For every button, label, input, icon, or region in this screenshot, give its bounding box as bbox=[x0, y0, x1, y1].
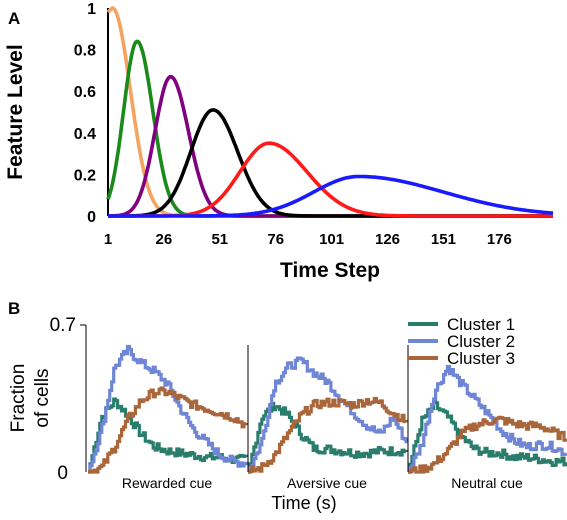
panel-a-x-tick-label: 26 bbox=[156, 231, 173, 248]
panel-b-category-label: Aversive cue bbox=[287, 475, 367, 491]
panel-b-x-axis-label: Time (s) bbox=[271, 493, 336, 513]
panel-b-legend-label: Cluster 1 bbox=[447, 315, 515, 334]
panel-a-x-tick-label: 76 bbox=[267, 231, 284, 248]
panel-b-series-line-2 bbox=[248, 356, 408, 474]
panel-b-series-line-1 bbox=[88, 397, 248, 474]
panel-b-series-line-2 bbox=[408, 365, 567, 474]
panel-a-x-axis-label: Time Step bbox=[280, 259, 380, 282]
panel-a-x-tick-label: 51 bbox=[211, 231, 228, 248]
panel-a-series bbox=[106, 6, 554, 218]
panel-b-series bbox=[88, 344, 567, 474]
panel-a-x-tick-label: 151 bbox=[431, 231, 456, 248]
panel-b: B 0.7 0 Fraction of cells Rewarded cue Ave… bbox=[8, 299, 567, 513]
panel-b-categories: Rewarded cue Aversive cue Neutral cue bbox=[122, 345, 523, 491]
panel-a-label: A bbox=[8, 9, 20, 28]
panel-a-y-tick-label: 0.8 bbox=[74, 43, 96, 60]
panel-b-legend-label: Cluster 2 bbox=[447, 332, 515, 351]
panel-a-series-line-4 bbox=[107, 108, 554, 218]
panel-a-x-ticks: 1 26 51 76 101 126 151 176 bbox=[104, 231, 512, 248]
panel-a-x-tick-label: 176 bbox=[487, 231, 512, 248]
panel-a-y-tick-label: 0.4 bbox=[74, 126, 96, 143]
panel-a-x-tick-label: 126 bbox=[375, 231, 400, 248]
panel-a: A 00.20.40.60.81 1 26 51 76 101 126 151 176 Fea… bbox=[4, 1, 554, 282]
panel-b-label: B bbox=[8, 299, 20, 318]
panel-b-series-line-1 bbox=[248, 401, 408, 474]
panel-a-y-ticks: 0 0.2 0.4 0.6 0.8 1 bbox=[74, 1, 96, 226]
panel-a-y-axis-label: Feature Level bbox=[4, 44, 27, 179]
panel-a-y-tick-label: 0 bbox=[87, 209, 96, 226]
panel-b-legend-label: Cluster 3 bbox=[447, 349, 515, 368]
panel-b-y-tick-label-zero: 0 bbox=[57, 463, 68, 484]
panel-a-x-tick-label: 1 bbox=[104, 231, 112, 248]
panel-b-y-axis-label: Fraction of cells bbox=[8, 364, 53, 433]
panel-a-y-tick-label: 0.2 bbox=[74, 167, 96, 184]
panel-a-y-tick-label: 0.6 bbox=[74, 84, 96, 101]
panel-b-series-line-3 bbox=[248, 396, 408, 474]
panel-b-y-axis-label-line-2: of cells bbox=[32, 368, 53, 427]
panel-b-series-line-3 bbox=[408, 415, 567, 474]
panel-b-category-label: Rewarded cue bbox=[122, 475, 212, 491]
panel-b-category-label: Neutral cue bbox=[451, 475, 523, 491]
panel-a-series-line-6 bbox=[107, 174, 554, 218]
panel-b-series-line-2 bbox=[88, 344, 248, 474]
panel-a-y-tick-label: 1 bbox=[87, 1, 96, 18]
panel-b-series-line-3 bbox=[88, 386, 248, 474]
panel-a-x-tick-label: 101 bbox=[319, 231, 344, 248]
panel-b-y-axis-label-line-1: Fraction bbox=[8, 364, 29, 433]
panel-b-y-tick-label-top: 0.7 bbox=[50, 315, 76, 336]
